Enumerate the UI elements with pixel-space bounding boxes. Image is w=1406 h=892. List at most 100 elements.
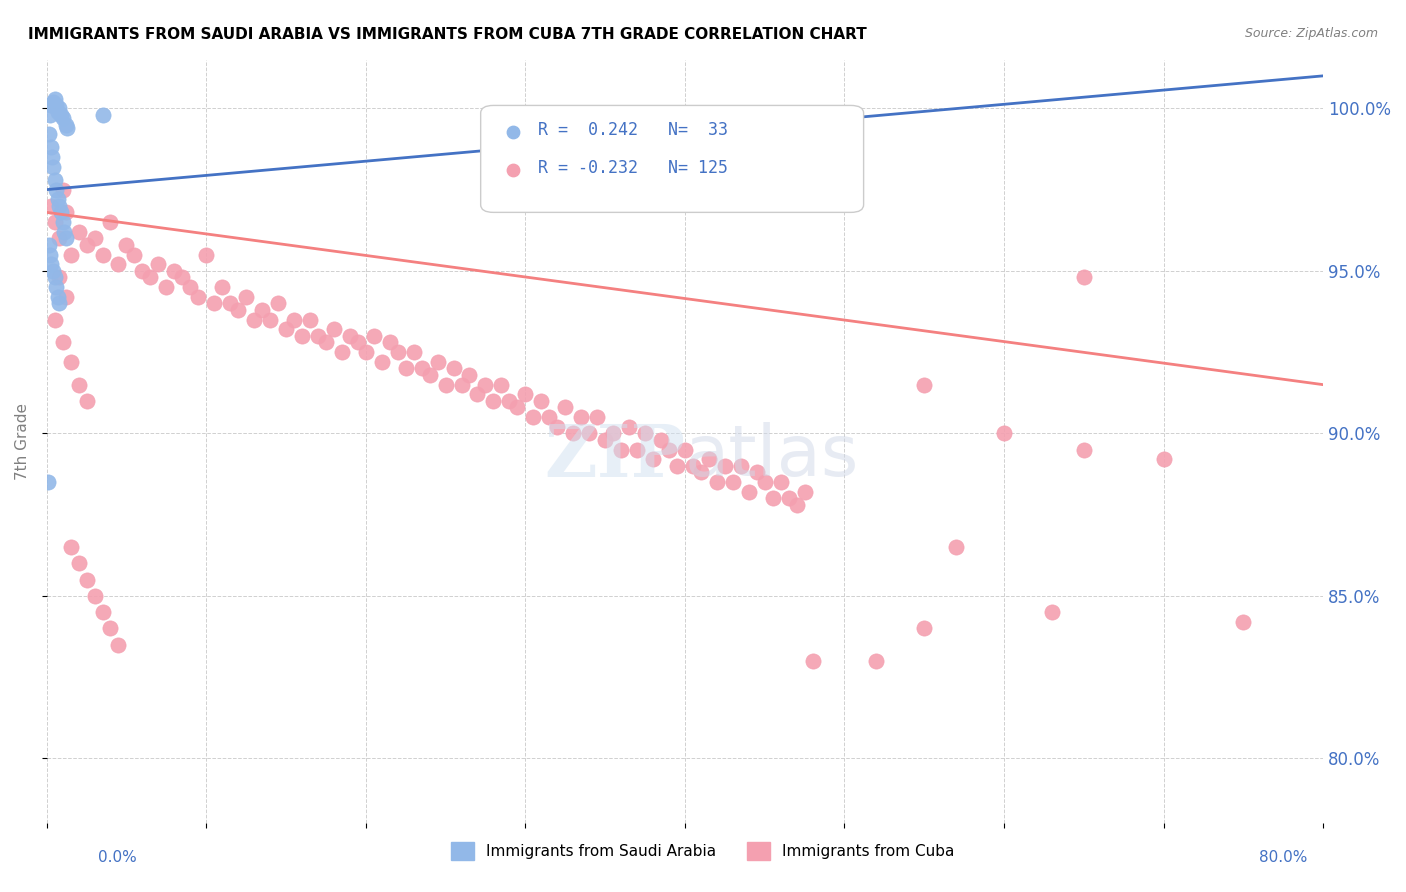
Point [44,92,66,106]
Point [44,173,66,187]
Point [578,426,600,441]
Point [53,225,76,239]
Point [673,442,696,457]
Point [912,377,935,392]
Point [83,589,105,603]
Text: Source: ZipAtlas.com: Source: ZipAtlas.com [1244,27,1378,40]
Point [522,410,544,425]
Point [515,387,537,401]
Point [226,302,249,317]
Point [267,296,290,310]
Point [411,361,433,376]
Point [634,426,657,441]
Point [307,329,329,343]
Point [346,335,368,350]
Point [187,290,209,304]
Point [419,368,441,382]
Point [131,264,153,278]
Point [155,280,177,294]
Point [538,410,561,425]
Point [610,442,633,457]
Point [434,377,457,392]
Point [1153,452,1175,467]
Point [491,377,513,392]
Point [402,345,425,359]
Point [202,296,225,310]
Point [107,257,129,271]
Point [42,160,65,174]
Point [569,410,592,425]
Point [55,118,77,132]
Point [371,355,394,369]
Point [713,458,735,473]
Point [243,312,266,326]
Point [46,193,69,207]
Point [41,98,63,112]
Point [793,484,815,499]
Point [163,264,186,278]
Point [67,377,90,392]
Point [745,466,768,480]
Point [45,183,67,197]
Point [211,280,233,294]
Point [44,312,66,326]
Point [148,257,170,271]
Point [754,475,776,490]
Point [665,458,688,473]
Point [689,466,711,480]
Text: 80.0%: 80.0% [1260,850,1308,865]
Point [67,557,90,571]
Point [67,225,90,239]
Point [617,420,640,434]
Point [76,393,98,408]
Point [91,247,114,261]
Point [48,296,70,310]
Point [59,247,82,261]
Point [59,540,82,554]
Point [506,401,529,415]
Point [498,393,520,408]
Point [330,345,353,359]
Point [38,238,60,252]
Text: R = -0.232   N= 125: R = -0.232 N= 125 [538,159,728,178]
Text: 0.0%: 0.0% [98,850,138,865]
Point [48,231,70,245]
Point [593,433,616,447]
Point [945,540,967,554]
Point [76,238,98,252]
Point [49,205,72,219]
Point [44,215,66,229]
Point [363,329,385,343]
Point [195,247,218,261]
Point [49,108,72,122]
Point [250,302,273,317]
Point [602,426,624,441]
Point [52,183,75,197]
Point [697,452,720,467]
Point [45,280,67,294]
Point [91,605,114,619]
Text: R =  0.242   N=  33: R = 0.242 N= 33 [538,121,728,139]
Point [467,387,489,401]
Point [912,622,935,636]
Point [179,280,201,294]
Y-axis label: 7th Grade: 7th Grade [15,403,30,480]
Point [52,215,75,229]
Point [41,199,63,213]
Point [762,491,785,506]
Point [562,426,585,441]
Point [45,98,67,112]
Point [76,573,98,587]
Point [83,231,105,245]
Point [107,638,129,652]
Point [38,128,60,142]
Point [42,95,65,109]
Point [124,247,146,261]
Point [48,199,70,213]
Point [52,335,75,350]
Point [44,270,66,285]
Point [139,270,162,285]
Text: IMMIGRANTS FROM SAUDI ARABIA VS IMMIGRANTS FROM CUBA 7TH GRADE CORRELATION CHART: IMMIGRANTS FROM SAUDI ARABIA VS IMMIGRAN… [28,27,868,42]
Point [283,312,305,326]
Point [38,108,60,122]
